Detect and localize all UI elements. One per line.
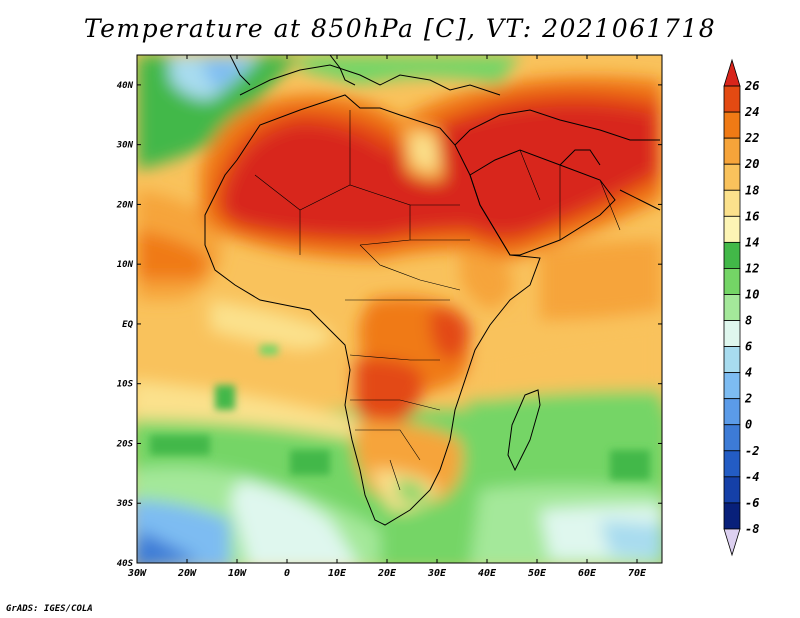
lon-tick-label: 10E xyxy=(328,568,347,579)
lon-tick-label: 20E xyxy=(377,568,397,579)
lat-tick-label: 40N xyxy=(117,81,134,91)
colorbar-label: -8 xyxy=(745,522,759,536)
colorbar-swatch xyxy=(723,372,741,400)
colorbar-label: 18 xyxy=(745,183,759,197)
lon-tick-label: 70E xyxy=(628,568,647,579)
colorbar-label: 10 xyxy=(745,287,759,301)
colorbar-swatch xyxy=(723,346,741,374)
temperature-field xyxy=(137,55,662,563)
colorbar-swatch xyxy=(723,398,741,426)
plot-frame xyxy=(136,54,663,564)
colorbar-label: -4 xyxy=(745,470,759,484)
lat-tick-label: 30S xyxy=(116,499,134,509)
colorbar-swatch xyxy=(723,215,741,243)
latitude-axis: 40N 30N 20N 10N EQ 10S 20S 30S 40S xyxy=(116,81,662,569)
lon-tick-label: 50E xyxy=(528,568,547,579)
lat-tick-label: 40S xyxy=(117,559,134,569)
longitude-axis: 30W 20W 10W 0 10E 20E 30E 40E 50E 60E 70E xyxy=(127,55,647,579)
colorbar-swatch xyxy=(723,450,741,478)
lat-tick-label: 20N xyxy=(116,200,134,210)
colorbar-label: 20 xyxy=(744,157,759,171)
colorbar-swatch xyxy=(723,85,741,113)
colorbar-label: 6 xyxy=(745,340,752,354)
lon-tick-label: 60E xyxy=(578,568,597,579)
lat-tick-label: 10S xyxy=(117,380,134,390)
map-title: Temperature at 850hPa [C], VT: 202106171… xyxy=(83,14,717,43)
colorbar-swatch xyxy=(723,424,741,452)
colorbar-label: 8 xyxy=(745,314,752,328)
colorbar-swatch xyxy=(723,502,741,530)
colorbar-top-triangle xyxy=(723,58,741,87)
grads-credit: GrADS: IGES/COLA xyxy=(6,604,93,614)
country-borders xyxy=(254,110,621,491)
colorbar-swatch xyxy=(723,189,741,217)
lon-tick-label: 30W xyxy=(127,568,147,579)
colorbar-swatch xyxy=(723,294,741,321)
lon-tick-label: 10W xyxy=(228,568,247,579)
colorbar-swatch xyxy=(723,137,741,165)
colorbar-label: 14 xyxy=(745,235,759,249)
lat-tick-label: 20S xyxy=(116,439,134,449)
lat-tick-label: EQ xyxy=(122,320,133,330)
colorbar-label: -2 xyxy=(745,444,759,458)
colorbar-swatch xyxy=(723,163,741,191)
colorbar-swatch xyxy=(723,476,741,504)
lon-tick-label: 0 xyxy=(284,568,290,579)
colorbar-label: 16 xyxy=(745,209,759,223)
colorbar-label: -6 xyxy=(745,496,759,510)
lon-tick-label: 30E xyxy=(427,568,447,579)
colorbar-label: 0 xyxy=(745,418,752,432)
colorbar-label: 2 xyxy=(744,392,752,406)
colorbar-label: 26 xyxy=(744,79,759,93)
colorbar-label: 24 xyxy=(744,105,759,119)
colorbar-label: 4 xyxy=(745,366,752,380)
lon-tick-label: 20W xyxy=(177,568,197,579)
lat-tick-label: 30N xyxy=(116,141,134,151)
colorbar-label: 22 xyxy=(744,131,759,145)
colorbar-swatch xyxy=(723,268,741,295)
colorbar-swatch xyxy=(723,241,741,269)
lon-tick-label: 40E xyxy=(478,568,497,579)
lat-tick-label: 10N xyxy=(117,260,134,270)
colorbar-swatch xyxy=(723,320,741,347)
colorbar-label: 12 xyxy=(745,261,759,275)
colorbar-bottom-triangle xyxy=(723,528,741,557)
colorbar-swatch xyxy=(723,111,741,139)
